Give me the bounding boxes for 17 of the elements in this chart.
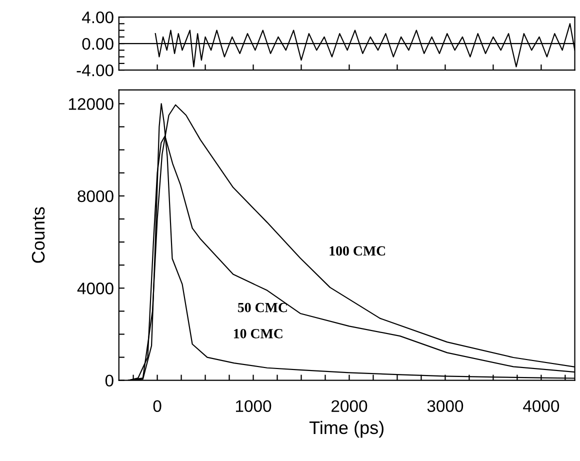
x-tick-label: 2000 [332, 400, 368, 412]
x-axis-title: Time (ps) [309, 420, 384, 438]
x-tick-label: 3000 [427, 400, 464, 412]
annotation: 100 CMC [330, 246, 386, 256]
x-tick-label: 4000 [523, 400, 560, 412]
y-tick-label: 4000 [77, 282, 114, 294]
y-tick-label: -4.00 [76, 64, 114, 76]
annotation: 10 CMC [234, 328, 282, 338]
annotation: 50 CMC [238, 302, 287, 312]
y-tick-label: 4.00 [82, 11, 114, 24]
y-tick-label: 0.00 [82, 38, 114, 50]
y-axis-title: Counts [32, 207, 45, 263]
x-tick-label: 0 [153, 400, 162, 412]
x-tick-label: 1000 [236, 400, 272, 412]
y-tick-label: 12000 [68, 98, 114, 110]
y-tick-label: 0 [105, 374, 114, 387]
y-tick-label: 8000 [78, 190, 114, 202]
